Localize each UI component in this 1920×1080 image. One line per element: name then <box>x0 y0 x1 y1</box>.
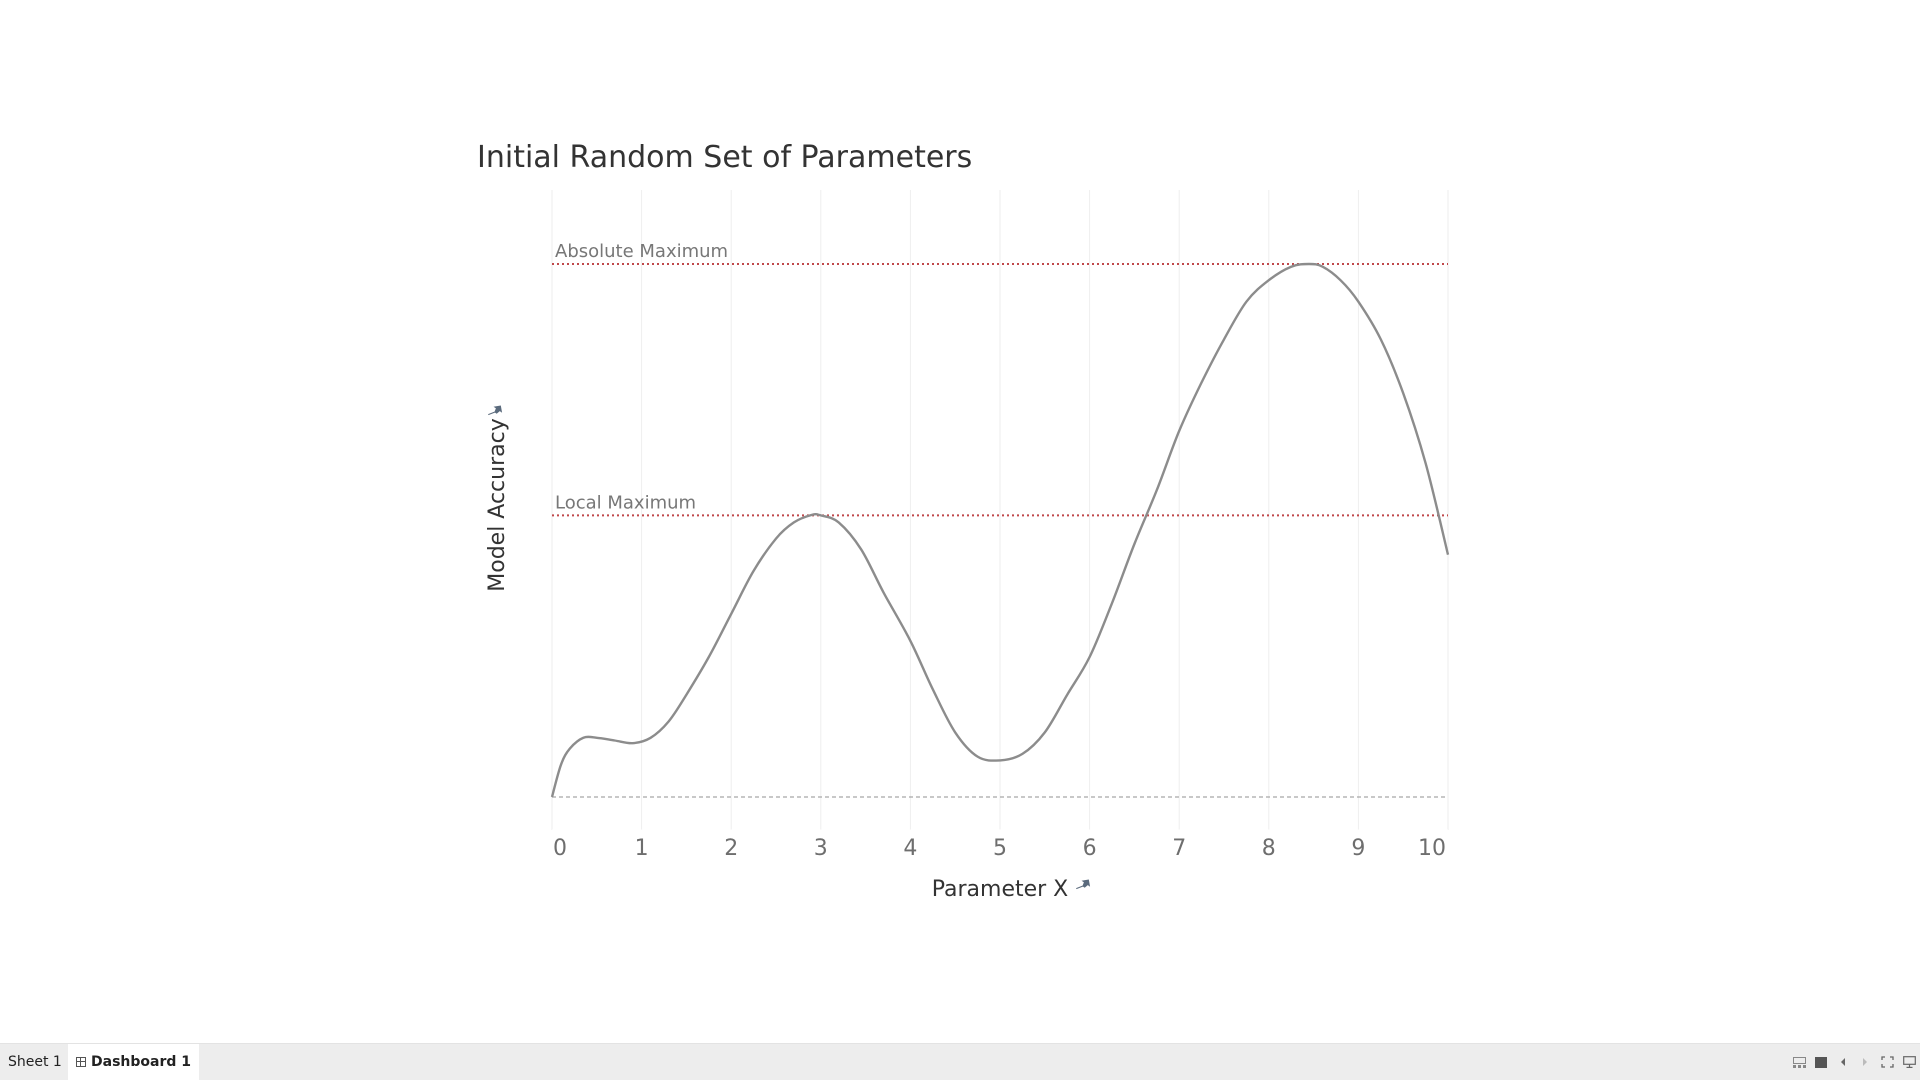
reference-line-label: Local Maximum <box>555 492 696 513</box>
x-tick-label: 1 <box>635 836 649 861</box>
tab-sheet-1[interactable]: Sheet 1 <box>0 1044 70 1080</box>
show-sheet-tabs-icon[interactable] <box>1814 1055 1828 1069</box>
chart-title: Initial Random Set of Parameters <box>477 140 973 175</box>
previous-sheet-icon[interactable] <box>1836 1055 1850 1069</box>
x-axis-title: Parameter X <box>932 877 1069 902</box>
x-tick-label: 6 <box>1083 836 1097 861</box>
x-tick-label: 9 <box>1351 836 1365 861</box>
x-tick-label: 10 <box>1418 836 1446 861</box>
x-tick-label: 4 <box>903 836 917 861</box>
tab-dashboard-1[interactable]: Dashboard 1 <box>68 1044 199 1080</box>
presentation-mode-icon[interactable] <box>1902 1055 1916 1069</box>
fullscreen-icon[interactable] <box>1880 1055 1894 1069</box>
show-filmstrip-icon[interactable] <box>1792 1055 1806 1069</box>
dashboard-icon <box>76 1057 86 1067</box>
reference-line-label: Absolute Maximum <box>555 241 728 262</box>
navigation-controls <box>1792 1044 1916 1080</box>
chart-plot: Absolute Maximum Local Maximum 0 1 2 3 4 5 6 7 8 9 1… <box>485 190 1450 902</box>
pin-icon[interactable] <box>1076 877 1091 894</box>
x-tick-label: 3 <box>814 836 828 861</box>
series-line <box>550 262 1450 798</box>
tab-sheet-1-label: Sheet 1 <box>8 1054 62 1070</box>
x-tick-label: 7 <box>1172 836 1186 861</box>
x-tick-label: 2 <box>724 836 738 861</box>
next-sheet-icon[interactable] <box>1858 1055 1872 1069</box>
pin-icon[interactable] <box>488 403 503 420</box>
y-axis-title: Model Accuracy <box>485 418 510 592</box>
tab-dashboard-1-label: Dashboard 1 <box>91 1054 191 1070</box>
x-tick-label: 0 <box>553 836 567 861</box>
x-tick-label: 8 <box>1262 836 1276 861</box>
x-tick-label: 5 <box>993 836 1007 861</box>
sheet-tab-bar: Sheet 1 Dashboard 1 <box>0 1043 1920 1080</box>
